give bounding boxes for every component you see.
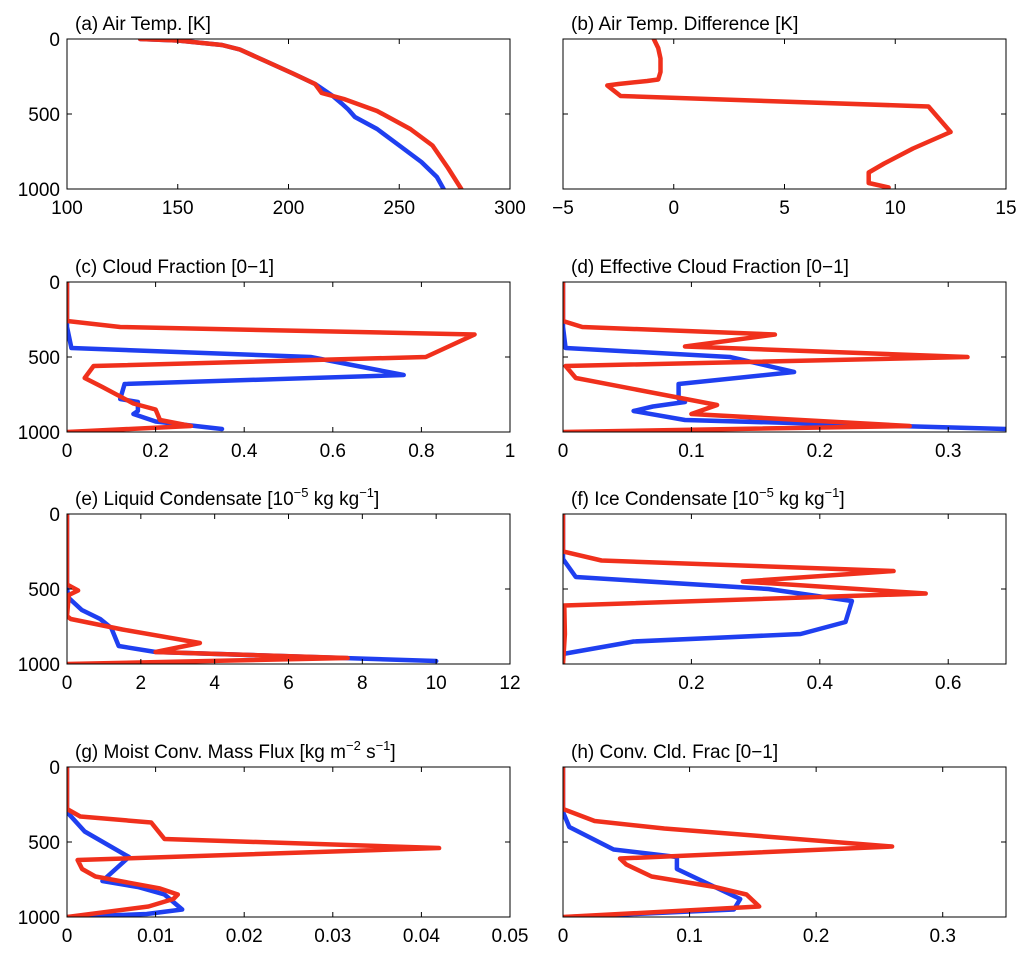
y-tick-label: 1000: [18, 423, 60, 444]
panel-title: (b) Air Temp. Difference [K]: [571, 14, 798, 35]
y-tick-label: 500: [28, 580, 60, 601]
x-tick-label: 0.03: [314, 926, 351, 947]
x-tick-label: 0.04: [403, 926, 440, 947]
x-tick-label: 0.02: [226, 926, 263, 947]
x-tick-label: 0.2: [142, 441, 168, 462]
y-tick-label: 500: [28, 833, 60, 854]
red-series-line: [137, 39, 464, 189]
panel-title: (d) Effective Cloud Fraction [0−1]: [571, 257, 849, 278]
y-tick-label: 500: [28, 348, 60, 369]
panel-a: (a) Air Temp. [K] 100 150 200 250 300 0 500 1000: [18, 14, 526, 219]
x-tick-label: 0.3: [935, 441, 961, 462]
blue-series-line: [137, 39, 446, 189]
x-tick-label: 2: [136, 673, 147, 694]
x-tick-label: 0.4: [807, 673, 834, 694]
panel-title: (c) Cloud Fraction [0−1]: [75, 257, 274, 278]
panel-b: (b) Air Temp. Difference [K] −5 0 5 10 15: [552, 14, 1016, 219]
x-tick-label: 6: [283, 673, 294, 694]
x-tick-label: 0: [558, 926, 569, 947]
x-tick-label: 0: [62, 441, 73, 462]
blue-series-line: [563, 514, 855, 656]
x-tick-label: 0: [558, 441, 569, 462]
x-tick-label: 5: [779, 198, 790, 219]
panel-d: (d) Effective Cloud Fraction [0−1] 0 0.1 0.…: [558, 257, 1007, 462]
x-tick-label: 0.4: [231, 441, 258, 462]
x-tick-label: 0: [668, 198, 679, 219]
x-tick-label: 300: [494, 198, 526, 219]
x-tick-label: 200: [273, 198, 305, 219]
x-tick-label: 0: [62, 673, 73, 694]
axes-frame: [66, 38, 511, 190]
x-tick-label: 8: [357, 673, 368, 694]
x-tick-label: 0.2: [807, 441, 833, 462]
x-tick-label: 250: [383, 198, 415, 219]
x-tick-label: 0.2: [803, 926, 829, 947]
y-tick-label: 500: [28, 105, 60, 126]
red-series-line: [67, 282, 477, 432]
panel-c: (c) Cloud Fraction [0−1] 0 0.2 0.4 0.6 0.8 1 0 5…: [18, 257, 516, 462]
panel-title: (a) Air Temp. [K]: [75, 14, 211, 35]
blue-series-line: [67, 514, 439, 664]
x-tick-label: 150: [162, 198, 194, 219]
y-tick-label: 0: [49, 273, 60, 294]
panel-h: (h) Conv. Cld. Frac [0−1] 0 0.1 0.2 0.3: [558, 742, 1007, 947]
x-tick-label: 0.8: [408, 441, 434, 462]
x-tick-label: 0.6: [320, 441, 346, 462]
y-tick-label: 1000: [18, 655, 60, 676]
panel-g: (g) Moist Conv. Mass Flux [kg m−2 s−1] 0 0…: [18, 738, 529, 947]
x-tick-label: 10: [885, 198, 906, 219]
red-series-line: [67, 514, 350, 664]
panel-title: (f) Ice Condensate [10−5 kg kg−1]: [571, 485, 845, 510]
x-tick-label: −5: [552, 198, 574, 219]
x-tick-label: 12: [499, 673, 520, 694]
panel-title: (g) Moist Conv. Mass Flux [kg m−2 s−1]: [75, 738, 396, 763]
y-tick-label: 0: [49, 30, 60, 51]
x-tick-label: 0.2: [678, 673, 704, 694]
red-series-line: [605, 39, 953, 189]
red-series-line: [563, 514, 928, 664]
x-tick-label: 4: [209, 673, 220, 694]
axes-frame: [562, 766, 1007, 918]
x-tick-label: 0: [62, 926, 73, 947]
x-tick-label: 0.1: [678, 441, 704, 462]
x-tick-label: 0.05: [492, 926, 529, 947]
x-tick-label: 10: [426, 673, 447, 694]
y-tick-label: 0: [49, 758, 60, 779]
blue-series-line: [563, 767, 743, 917]
x-tick-label: 15: [995, 198, 1016, 219]
x-tick-label: 0.1: [676, 926, 702, 947]
x-tick-label: 0.3: [930, 926, 956, 947]
x-tick-label: 0.6: [935, 673, 961, 694]
blue-series-line: [563, 282, 1006, 432]
x-tick-label: 0.01: [137, 926, 174, 947]
y-tick-label: 0: [49, 505, 60, 526]
panel-e: (e) Liquid Condensate [10−5 kg kg−1] 0 2 4 6…: [18, 485, 521, 694]
red-series-line: [563, 767, 895, 917]
y-tick-label: 1000: [18, 180, 60, 201]
axes-frame: [562, 38, 1007, 190]
blue-series-line: [67, 767, 185, 917]
x-tick-label: 100: [51, 198, 83, 219]
panel-title: (e) Liquid Condensate [10−5 kg kg−1]: [75, 485, 379, 510]
red-series-line: [563, 282, 970, 432]
panel-f: (f) Ice Condensate [10−5 kg kg−1] 0.2 0.4 0…: [562, 485, 1007, 694]
panel-title: (h) Conv. Cld. Frac [0−1]: [571, 742, 778, 763]
blue-series-line: [67, 282, 406, 432]
red-series-line: [67, 767, 442, 917]
axes-frame: [66, 513, 511, 665]
x-tick-label: 1: [505, 441, 516, 462]
y-tick-label: 1000: [18, 908, 60, 929]
